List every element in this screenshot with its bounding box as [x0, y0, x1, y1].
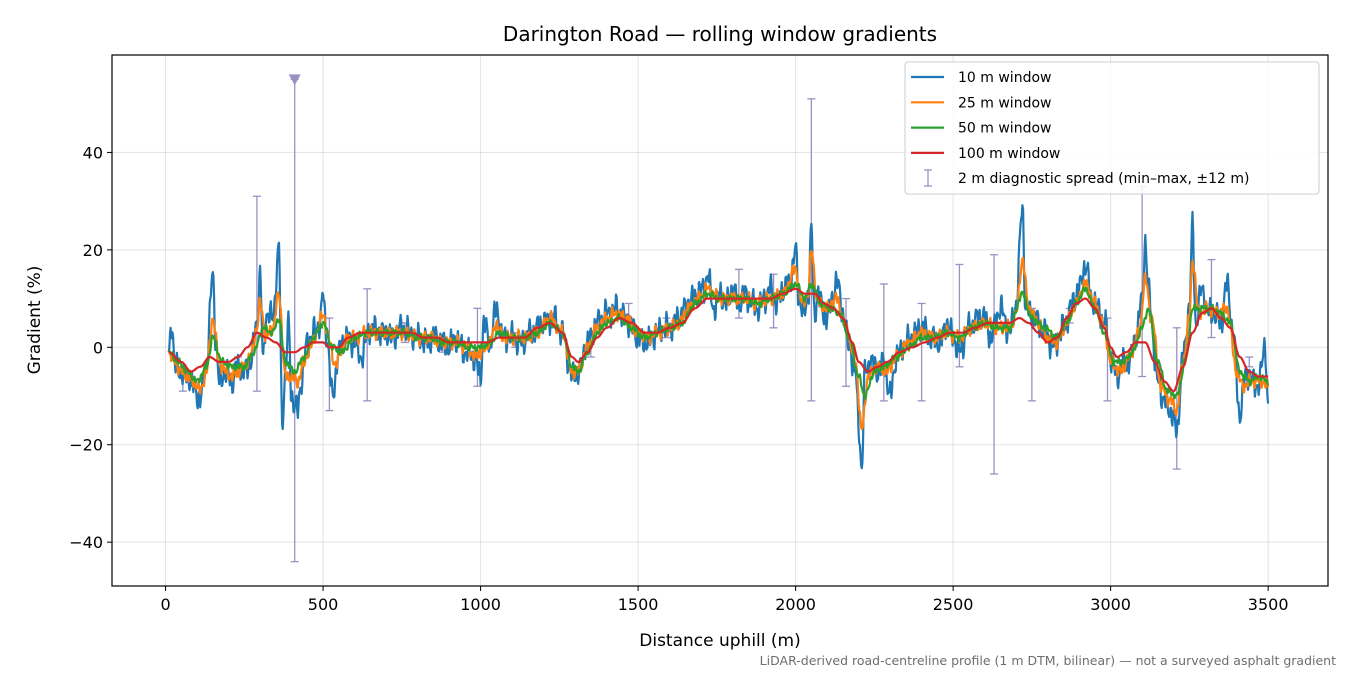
x-tick-label: 2500 — [933, 595, 974, 614]
series-line — [167, 204, 1270, 470]
error-bar — [1172, 327, 1181, 470]
legend-label: 50 m window — [958, 121, 1051, 137]
x-tick-label: 1500 — [618, 595, 659, 614]
legend-box — [904, 61, 1320, 195]
y-tick-label: 0 — [93, 338, 103, 357]
plot-frame — [111, 54, 1329, 587]
x-tick-label: 3500 — [1248, 595, 1289, 614]
y-axis-ticks: −40 −20 0 20 40 — [69, 143, 112, 552]
error-bar — [1207, 258, 1216, 339]
x-tick-label: 2000 — [775, 595, 816, 614]
y-tick-label: 40 — [83, 143, 103, 162]
error-bar — [990, 254, 999, 475]
legend-label: 10 m window — [958, 70, 1051, 86]
y-tick-label: 20 — [83, 241, 103, 260]
legend-label: 100 m window — [958, 146, 1060, 162]
x-tick-label: 3000 — [1090, 595, 1131, 614]
series-lines — [167, 204, 1270, 470]
legend-label: 25 m window — [958, 95, 1051, 111]
error-bar — [252, 195, 261, 392]
outlier-marker — [288, 74, 301, 86]
x-axis-ticks: 0 500 1000 1500 2000 2500 3000 3500 — [160, 586, 1289, 614]
series-line — [167, 281, 1270, 400]
chart-title: Darington Road — rolling window gradient… — [503, 22, 937, 46]
error-bar — [290, 78, 299, 563]
legend: 10 m window 25 m window 50 m window 100 m w… — [904, 61, 1320, 195]
y-tick-label: −40 — [69, 533, 103, 552]
y-axis-label: Gradient (%) — [25, 266, 45, 375]
error-bars — [178, 78, 1254, 563]
legend-label: 2 m diagnostic spread (min–max, ±12 m) — [958, 171, 1249, 187]
error-bar — [879, 283, 888, 402]
x-tick-label: 1000 — [460, 595, 501, 614]
error-bar — [363, 288, 372, 402]
y-tick-label: −20 — [69, 436, 103, 455]
x-axis-label: Distance uphill (m) — [639, 631, 800, 651]
error-bar — [917, 302, 926, 402]
error-bar — [1245, 356, 1254, 368]
x-tick-label: 500 — [308, 595, 339, 614]
error-bar — [842, 297, 851, 387]
series-line — [168, 250, 1270, 431]
series-line — [168, 287, 1269, 393]
triangle-marker — [288, 74, 301, 86]
x-tick-label: 0 — [160, 595, 170, 614]
footnote: LiDAR-derived road-centreline profile (1… — [760, 653, 1336, 668]
